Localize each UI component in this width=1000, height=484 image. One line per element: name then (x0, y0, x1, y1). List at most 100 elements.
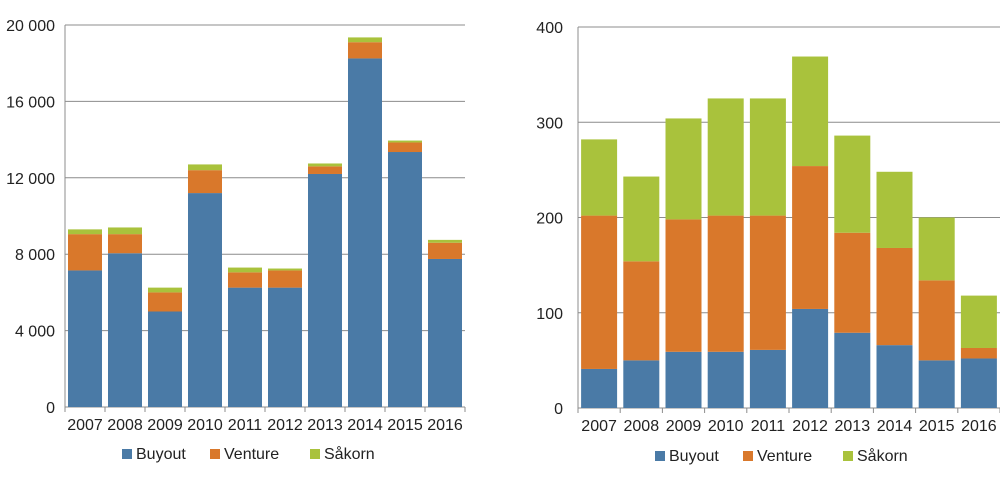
bar-buyout-2015 (918, 360, 955, 408)
bar-skorn-2011 (228, 267, 262, 273)
bar-buyout-2015 (388, 152, 422, 407)
y-tick-label: 8 000 (15, 247, 55, 264)
legend-label: Venture (224, 446, 279, 463)
bar-skorn-2008 (108, 227, 142, 235)
bar-skorn-2010 (707, 98, 744, 216)
bar-buyout-2012 (268, 287, 302, 407)
bar-skorn-2012 (792, 56, 829, 167)
legend-label: Buyout (136, 446, 186, 463)
bar-venture-2013 (308, 166, 342, 174)
bar-buyout-2007 (581, 368, 618, 408)
bar-skorn-2009 (665, 118, 702, 220)
bar-buyout-2009 (148, 311, 182, 407)
bar-buyout-2009 (665, 351, 702, 408)
bar-venture-2015 (918, 280, 955, 361)
x-tick-label: 2016 (427, 417, 463, 434)
legend-swatch (743, 451, 753, 461)
bar-venture-2007 (581, 215, 618, 369)
x-tick-label: 2012 (267, 417, 303, 434)
bar-venture-2013 (834, 232, 871, 333)
bar-venture-2008 (108, 234, 142, 254)
bar-skorn-2016 (960, 295, 997, 348)
x-tick-label: 2013 (835, 418, 871, 435)
bar-venture-2010 (188, 170, 222, 194)
bar-buyout-2011 (228, 287, 262, 407)
bar-venture-2014 (348, 42, 382, 59)
y-tick-label: 400 (536, 20, 563, 37)
bar-buyout-2007 (68, 270, 102, 407)
bar-buyout-2014 (348, 58, 382, 408)
x-tick-label: 2010 (708, 418, 744, 435)
x-tick-label: 2008 (624, 418, 660, 435)
x-tick-label: 2007 (67, 417, 103, 434)
bar-skorn-2012 (268, 268, 302, 271)
bar-skorn-2016 (428, 239, 462, 243)
bar-skorn-2008 (623, 176, 660, 262)
bar-skorn-2014 (348, 37, 382, 43)
bar-buyout-2008 (623, 360, 660, 408)
bar-skorn-2009 (148, 287, 182, 293)
x-tick-label: 2010 (187, 417, 223, 434)
chart-right: 0 100 200 300 400 2007 2008 2009 2010 2011 2012 201… (536, 20, 1000, 465)
bar-venture-2016 (960, 347, 997, 359)
x-tick-label: 2013 (307, 417, 343, 434)
y-tick-label: 300 (536, 115, 563, 132)
x-tick-label: 2014 (877, 418, 913, 435)
y-tick-label: 0 (554, 401, 563, 418)
legend-swatch (210, 449, 220, 459)
y-tick-label: 20 000 (6, 18, 55, 35)
bar-venture-2012 (792, 166, 829, 309)
y-tick-label: 16 000 (6, 94, 55, 111)
y-tick-label: 100 (536, 306, 563, 323)
bar-venture-2009 (148, 292, 182, 312)
x-tick-label: 2007 (581, 418, 617, 435)
bar-buyout-2010 (188, 193, 222, 407)
y-tick-label: 4 000 (15, 324, 55, 341)
bar-buyout-2016 (960, 358, 997, 408)
bar-venture-2015 (388, 142, 422, 153)
x-tick-label: 2008 (107, 417, 143, 434)
y-tick-label: 12 000 (6, 171, 55, 188)
legend-swatch (655, 451, 665, 461)
x-tick-label: 2016 (961, 418, 997, 435)
legend-label: Såkorn (857, 447, 908, 465)
bar-skorn-2010 (188, 164, 222, 171)
bar-skorn-2007 (581, 139, 618, 216)
bar-skorn-2015 (918, 217, 955, 281)
legend-label: Såkorn (324, 445, 375, 463)
bar-skorn-2015 (388, 140, 422, 143)
legend-label: Buyout (669, 448, 719, 465)
bar-skorn-2011 (749, 98, 786, 216)
bar-skorn-2014 (876, 171, 913, 248)
legend-swatch (843, 451, 853, 461)
bar-skorn-2007 (68, 229, 102, 235)
legend-swatch (122, 449, 132, 459)
bar-buyout-2012 (792, 308, 829, 408)
bar-venture-2008 (623, 261, 660, 361)
bar-venture-2007 (68, 234, 102, 271)
bar-buyout-2014 (876, 345, 913, 408)
bar-venture-2011 (749, 215, 786, 350)
x-tick-label: 2011 (228, 417, 263, 434)
x-tick-label: 2015 (919, 418, 955, 435)
bar-venture-2014 (876, 247, 913, 346)
bar-buyout-2011 (749, 349, 786, 408)
bar-venture-2016 (428, 242, 462, 259)
legend-swatch (310, 449, 320, 459)
x-tick-label: 2011 (751, 418, 786, 435)
y-tick-label: 0 (46, 400, 55, 417)
bar-skorn-2013 (308, 163, 342, 167)
x-tick-label: 2009 (147, 417, 183, 434)
bar-venture-2010 (707, 215, 744, 352)
bar-venture-2012 (268, 270, 302, 288)
bar-venture-2009 (665, 219, 702, 352)
bar-buyout-2013 (834, 332, 871, 408)
y-tick-label: 200 (536, 211, 563, 228)
legend-label: Venture (757, 448, 812, 465)
bar-buyout-2016 (428, 258, 462, 407)
bar-buyout-2010 (707, 351, 744, 408)
x-tick-label: 2012 (792, 418, 828, 435)
bar-buyout-2008 (108, 253, 142, 407)
